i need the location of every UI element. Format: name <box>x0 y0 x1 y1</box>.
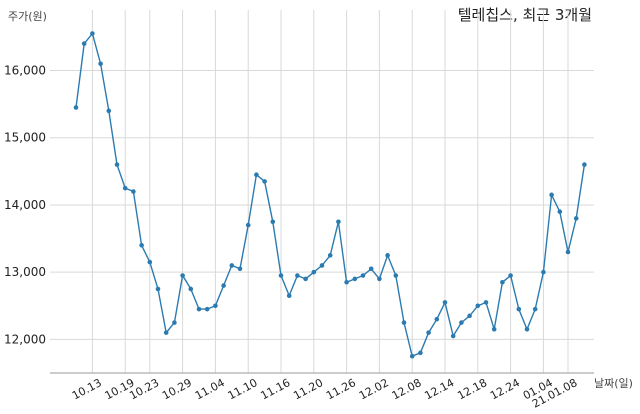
y-axis-label: 주가(원) <box>8 10 47 23</box>
data-point <box>483 300 489 305</box>
data-point <box>188 286 194 292</box>
x-tick-label: 10.29 <box>160 376 194 402</box>
grid <box>50 10 594 373</box>
x-tick-label: 12.02 <box>357 376 391 402</box>
data-point <box>368 266 374 272</box>
data-point <box>401 320 407 325</box>
data-points <box>73 31 587 359</box>
data-point <box>573 216 579 221</box>
data-point <box>286 293 292 298</box>
data-point <box>360 273 366 278</box>
data-point <box>229 263 235 268</box>
y-tick-label: 13,000 <box>4 265 46 279</box>
data-point <box>73 105 79 110</box>
data-point <box>557 209 563 214</box>
data-point <box>155 286 161 292</box>
data-point <box>418 350 423 356</box>
x-tick-label: 12.18 <box>455 376 489 402</box>
y-tick-label: 12,000 <box>4 332 46 346</box>
x-tick-label: 12.08 <box>390 376 424 402</box>
data-point <box>221 283 226 288</box>
x-tick-label: 11.20 <box>291 376 325 402</box>
data-point <box>172 320 177 325</box>
x-tick-label: 12.24 <box>488 376 522 402</box>
x-axis-label: 날짜(일) <box>594 376 633 390</box>
data-point <box>467 313 472 319</box>
data-point <box>565 249 571 255</box>
data-point <box>582 162 587 167</box>
data-point <box>81 41 87 46</box>
data-point <box>213 303 218 309</box>
data-point <box>204 306 210 312</box>
data-point <box>278 273 284 278</box>
data-point <box>377 276 382 282</box>
data-point <box>426 330 431 335</box>
data-point <box>385 253 390 258</box>
data-point <box>139 242 144 248</box>
data-point <box>516 306 522 312</box>
data-point <box>500 279 505 285</box>
data-point <box>450 333 456 339</box>
data-point <box>434 316 440 322</box>
data-point <box>352 276 358 282</box>
y-tick-label: 14,000 <box>4 198 46 212</box>
price-line <box>75 31 586 358</box>
data-point <box>254 172 259 177</box>
x-tick-label: 12.14 <box>422 376 456 402</box>
data-point <box>295 273 300 278</box>
data-point <box>393 273 399 278</box>
data-point <box>459 320 464 325</box>
chart-title: 텔레칩스, 최근 3개월 <box>457 6 592 24</box>
data-point <box>319 263 325 268</box>
data-point <box>491 327 497 332</box>
y-tick-label: 15,000 <box>4 131 46 145</box>
data-point <box>524 327 530 332</box>
data-point <box>98 61 103 67</box>
data-point <box>180 273 185 278</box>
data-point <box>549 192 554 198</box>
data-point <box>122 185 128 191</box>
data-point <box>475 303 481 309</box>
data-point <box>442 300 448 305</box>
data-point <box>336 219 341 225</box>
x-tick-label: 11.26 <box>324 376 358 402</box>
data-point <box>163 330 169 335</box>
data-point <box>90 31 95 36</box>
data-point <box>147 259 153 265</box>
data-point <box>303 276 308 282</box>
data-point <box>245 222 251 228</box>
data-point <box>532 306 538 312</box>
data-point <box>131 189 136 194</box>
data-point <box>262 179 267 184</box>
x-tick-label: 10.13 <box>70 376 104 402</box>
x-tick-label: 11.16 <box>258 376 292 402</box>
data-point <box>409 353 415 359</box>
data-point <box>508 273 513 278</box>
data-point <box>311 269 317 275</box>
data-point <box>114 162 120 167</box>
x-tick-label: 11.10 <box>226 376 260 402</box>
data-point <box>270 219 276 225</box>
x-tick-label: 11.04 <box>193 376 227 402</box>
data-point <box>344 279 349 285</box>
data-point <box>327 253 333 258</box>
data-point <box>196 306 202 312</box>
data-point <box>237 266 243 272</box>
data-point <box>541 269 546 275</box>
data-point <box>106 108 112 114</box>
y-tick-label: 16,000 <box>4 64 46 78</box>
